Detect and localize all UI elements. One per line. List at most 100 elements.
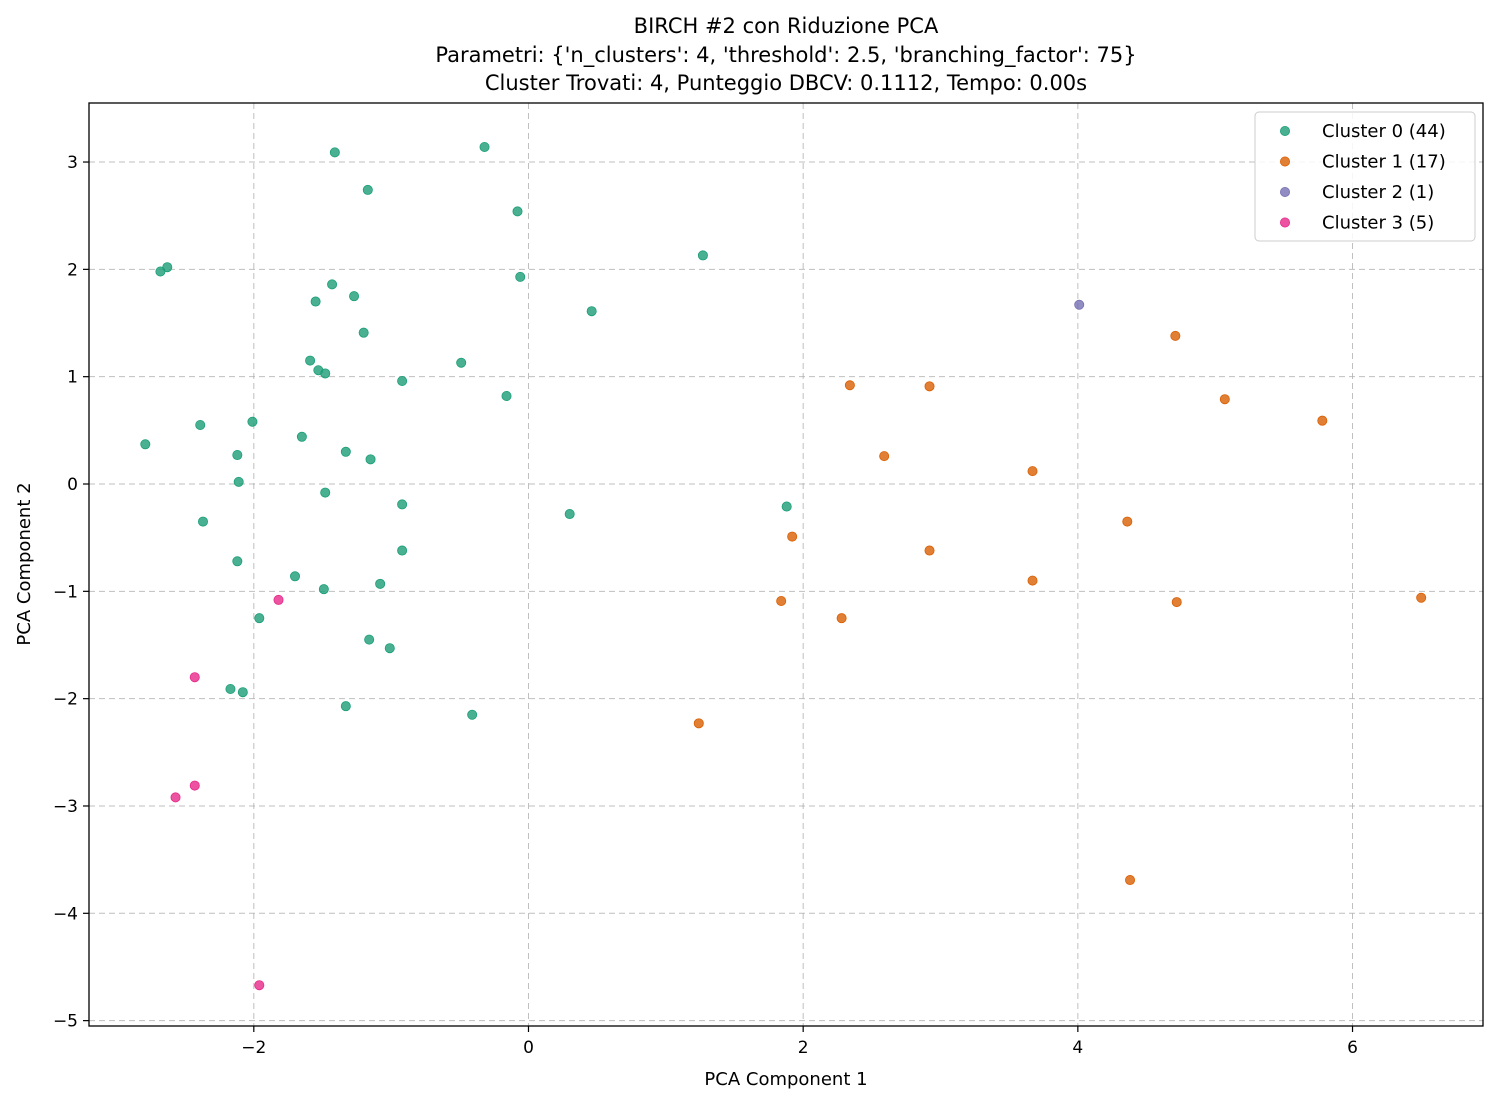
data-point bbox=[237, 687, 248, 698]
legend-marker bbox=[1280, 126, 1291, 137]
chart-title: BIRCH #2 con Riduzione PCA Parametri: {'… bbox=[435, 14, 1136, 95]
y-tick-label: −5 bbox=[53, 1012, 78, 1032]
legend-item: Cluster 1 (17) bbox=[1280, 152, 1446, 173]
legend-label: Cluster 3 (5) bbox=[1322, 213, 1434, 234]
data-point bbox=[924, 381, 935, 392]
y-tick-label: −4 bbox=[53, 904, 78, 924]
legend-marker bbox=[1280, 186, 1291, 197]
data-point bbox=[1416, 592, 1427, 603]
legend-item: Cluster 0 (44) bbox=[1280, 121, 1446, 142]
data-point bbox=[467, 709, 478, 720]
data-point bbox=[349, 291, 360, 302]
data-point bbox=[693, 718, 704, 729]
data-point bbox=[318, 584, 329, 595]
data-point bbox=[1219, 394, 1230, 405]
legend-label: Cluster 1 (17) bbox=[1322, 152, 1446, 173]
data-point bbox=[697, 250, 708, 261]
data-point bbox=[397, 375, 408, 386]
chart-title-line-2: Parametri: {'n_clusters': 4, 'threshold'… bbox=[435, 43, 1136, 68]
data-point bbox=[365, 454, 376, 465]
data-point bbox=[512, 206, 523, 217]
x-tick-label: 4 bbox=[1072, 1038, 1083, 1058]
data-point bbox=[1170, 330, 1181, 341]
data-point bbox=[273, 594, 284, 605]
x-tick-label: −2 bbox=[241, 1038, 266, 1058]
data-point bbox=[384, 643, 395, 654]
data-point bbox=[479, 142, 490, 153]
data-point bbox=[879, 451, 890, 462]
legend-marker bbox=[1280, 217, 1291, 228]
data-point bbox=[170, 792, 181, 803]
data-point bbox=[232, 450, 243, 461]
series-cluster-2 bbox=[1074, 299, 1085, 310]
data-point bbox=[1122, 516, 1133, 527]
data-point bbox=[320, 487, 331, 498]
data-point bbox=[358, 327, 369, 338]
legend: Cluster 0 (44) Cluster 1 (17) Cluster 2 (1… bbox=[1254, 111, 1476, 242]
x-axis-label: PCA Component 1 bbox=[704, 1069, 867, 1090]
data-points bbox=[140, 142, 1427, 991]
data-point bbox=[140, 439, 151, 450]
data-point bbox=[844, 380, 855, 391]
y-tick-label: −3 bbox=[53, 797, 78, 817]
chart-title-line-1: BIRCH #2 con Riduzione PCA bbox=[634, 14, 939, 38]
chart-title-line-3: Cluster Trovati: 4, Punteggio DBCV: 0.11… bbox=[485, 71, 1087, 95]
x-tick-label: 6 bbox=[1347, 1038, 1358, 1058]
data-point bbox=[195, 419, 206, 430]
y-tick-label: −1 bbox=[53, 582, 78, 602]
data-point bbox=[225, 683, 236, 694]
legend-label: Cluster 2 (1) bbox=[1322, 182, 1434, 203]
data-point bbox=[501, 390, 512, 401]
data-point bbox=[329, 147, 340, 158]
data-point bbox=[254, 980, 265, 991]
data-point bbox=[189, 672, 200, 683]
data-point bbox=[397, 499, 408, 510]
y-axis-label: PCA Component 2 bbox=[14, 482, 35, 645]
data-point bbox=[1074, 299, 1085, 310]
data-point bbox=[340, 701, 351, 712]
data-point bbox=[787, 531, 798, 542]
data-point bbox=[1317, 415, 1328, 426]
y-tick-label: 0 bbox=[67, 475, 78, 495]
series-cluster-0 bbox=[140, 142, 792, 720]
data-point bbox=[375, 578, 386, 589]
data-point bbox=[254, 613, 265, 624]
data-point bbox=[1027, 466, 1038, 477]
y-tick-label: 3 bbox=[67, 153, 78, 173]
data-point bbox=[305, 355, 316, 366]
series-cluster-3 bbox=[170, 594, 284, 991]
data-point bbox=[364, 634, 375, 645]
y-tick-label: 1 bbox=[67, 368, 78, 388]
data-point bbox=[397, 545, 408, 556]
data-point bbox=[1125, 875, 1136, 886]
data-point bbox=[776, 595, 787, 606]
data-point bbox=[162, 262, 173, 273]
data-point bbox=[233, 476, 244, 487]
legend-label: Cluster 0 (44) bbox=[1322, 121, 1446, 142]
series-cluster-1 bbox=[693, 330, 1427, 886]
axis-ticks: −2 0 2 4 6 3 2 1 0 −1 −2 −3 −4 −5 bbox=[53, 153, 1358, 1058]
data-point bbox=[456, 357, 467, 368]
x-tick-label: 0 bbox=[523, 1038, 534, 1058]
data-point bbox=[189, 780, 200, 791]
data-point bbox=[924, 545, 935, 556]
legend-marker bbox=[1280, 156, 1291, 167]
data-point bbox=[1171, 597, 1182, 608]
data-point bbox=[340, 446, 351, 457]
data-point bbox=[290, 571, 301, 582]
data-point bbox=[781, 501, 792, 512]
data-point bbox=[836, 613, 847, 624]
data-point bbox=[1027, 575, 1038, 586]
legend-box bbox=[1254, 111, 1476, 242]
legend-item: Cluster 2 (1) bbox=[1280, 182, 1434, 203]
data-point bbox=[232, 556, 243, 567]
data-point bbox=[247, 416, 258, 427]
data-point bbox=[320, 368, 331, 379]
y-tick-label: −2 bbox=[53, 690, 78, 710]
data-point bbox=[564, 509, 575, 520]
data-point bbox=[310, 296, 321, 307]
data-point bbox=[197, 516, 208, 527]
data-point bbox=[296, 431, 307, 442]
